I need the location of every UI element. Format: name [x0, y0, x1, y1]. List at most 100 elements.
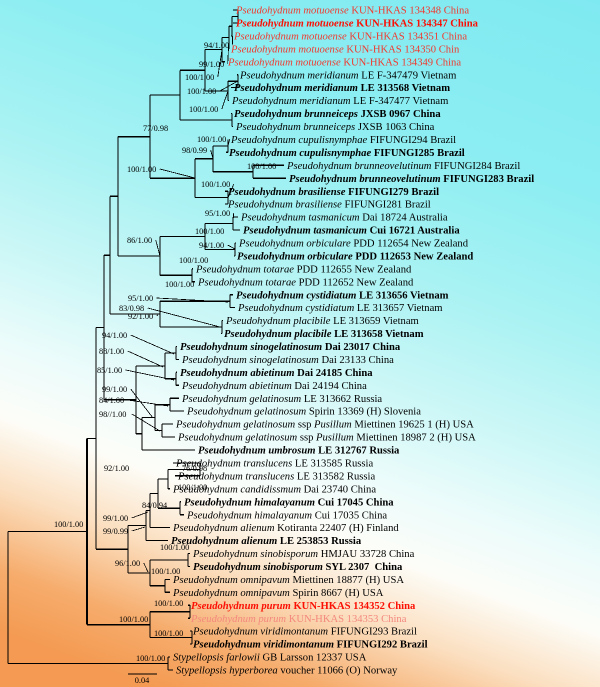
support-value: 86/1.00 [127, 236, 152, 245]
support-pointer-line [125, 369, 175, 381]
support-value: 100/1.00 [195, 227, 224, 236]
support-pointer-line [130, 334, 175, 355]
leaf-label: Pseudohydnum meridianum LE F-347477 Viet… [231, 96, 449, 107]
leaf-label: Pseudohydnum cystidiatum LE 313656 Vietn… [236, 290, 449, 301]
leaf-label: Pseudohydnum himalayanum Cui 17045 China [184, 497, 394, 508]
support-value: 100/1.00 [201, 180, 230, 189]
leaf-label: Pseudohydnum translucens LE 313585 Russi… [175, 459, 373, 470]
leaf-label: Pseudohydnum alienum LE 253853 Russia [171, 536, 362, 547]
support-value: 100/1.00 [179, 256, 208, 265]
leaf-label: Pseudohydnum brunneiceps JXSB 0967 China [234, 109, 441, 120]
support-value: 100/1.00 [185, 73, 214, 82]
support-value: 83/0.98 [119, 304, 144, 313]
leaf-label: Pseudohydnum placibile LE 313658 Vietnam [224, 329, 424, 340]
leaf-label: Pseudohydnum sinobisporum HMJAU 33728 Ch… [192, 549, 415, 560]
support-value: 100/1.00 [178, 483, 207, 492]
support-pointer-line [155, 239, 161, 257]
leaf-label: Pseudohydnum viridimontanum FIFUNGI293 B… [192, 627, 417, 638]
support-pointer-line [221, 90, 229, 110]
support-value: 100/1.00 [154, 629, 183, 638]
support-value: 84/1.00 [99, 396, 124, 405]
leaf-label: Pseudohydnum tasmanicum Dai 18724 Austra… [240, 213, 448, 224]
leaf-label: Pseudohydnum umbrosum LE 312767 Russia [198, 446, 400, 457]
support-value: 98//1.00 [99, 410, 126, 419]
support-pointer-line [232, 212, 235, 224]
leaf-label: Pseudohydnum motuoense KUN-HKAS 134349 C… [227, 57, 461, 68]
support-pointer-line [227, 37, 230, 65]
support-value: 100/1.00 [154, 599, 183, 608]
support-value: 85/1.00 [97, 366, 122, 375]
leaf-label: Pseudohydnum brasiliense FIFUNGI281 Braz… [227, 200, 431, 211]
leaf-label: Pseudohydnum gelatinosum ssp Pusillum Mi… [177, 433, 476, 444]
support-value: 100/1.00 [187, 87, 216, 96]
support-pointer-line [219, 80, 239, 92]
support-value: 92/1.00 [104, 464, 129, 473]
support-value: 94/1.00 [204, 41, 229, 50]
leaf-label: Pseudohydnum cupulisnymphae FIFUNGI294 B… [230, 135, 456, 146]
leaf-label: Pseudohydnum meridianum LE 313568 Vietna… [234, 83, 450, 94]
support-pointer-line [217, 49, 223, 78]
support-value: 76/0.98 [182, 464, 207, 473]
support-value: 100/1.00 [165, 280, 194, 289]
support-value: 95/1.00 [205, 209, 230, 218]
support-value: 100/1.00 [151, 567, 180, 576]
support-pointer-line [156, 314, 159, 317]
support-value: 99/0.99 [103, 527, 128, 536]
support-value: 100/1.00 [247, 162, 276, 171]
leaf-label: Pseudohydnum abietinum Dai 24194 China [181, 381, 367, 392]
leaf-label: Pseudohydnum orbiculare PDD 112653 New Z… [237, 251, 473, 262]
support-value: 100/1.00 [54, 520, 83, 529]
support-pointer-line [227, 244, 236, 250]
leaf-label: Pseudohydnum meridianum LE F-347479 Viet… [239, 70, 457, 81]
leaf-label: Pseudohydnum motuoense KUN-HKAS 134351 C… [233, 31, 467, 42]
leaf-label: Pseudohydnum cystidiatum LE 313657 Vietn… [237, 303, 443, 314]
support-value: 94/1.00 [199, 241, 224, 250]
leaf-label: Pseudohydnum omnipavum Spirin 8667 (H) U… [172, 588, 384, 599]
leaf-label: Pseudohydnum gelatinosum ssp Pusillum Mi… [175, 420, 474, 431]
support-value: 100/1.00 [127, 165, 156, 174]
leaf-label: Stypellopsis hyperborea voucher 11066 (O… [176, 666, 398, 677]
leaf-label: Pseudohydnum sinogelatinosum Dai 23017 C… [180, 342, 401, 353]
leaf-label: Pseudohydnum omnipavum Miettinen 18877 (… [172, 575, 404, 586]
support-value: 100/1.00 [119, 615, 148, 624]
leaf-label: Pseudohydnum brunneovelutinum FIFUNGI284… [286, 161, 520, 172]
support-pointer-line [131, 511, 149, 519]
support-value: 100/1.00 [136, 654, 165, 663]
scale-bar-label: 0.04 [135, 676, 150, 685]
leaf-label: Pseudohydnum totarae PDD 112655 New Zeal… [195, 264, 412, 275]
support-value: 100/1.00 [189, 105, 218, 114]
support-pointer-line [227, 138, 231, 147]
leaf-label: Pseudohydnum motuoense KUN-HKAS 134347 C… [236, 19, 479, 30]
support-value: 99/1.00 [102, 385, 127, 394]
support-value: 98/0.99 [182, 146, 207, 155]
support-value: 94/1.00 [102, 331, 127, 340]
support-value: 92/1.00 [128, 312, 153, 321]
leaf-label: Pseudohydnum purum KUN-HKAS 134352 China [191, 601, 416, 612]
leaf-label: Pseudohydnum abietinum Dai 24185 China [180, 368, 373, 379]
leaf-label: Pseudohydnum placibile LE 313659 Vietnam [225, 316, 420, 327]
support-pointer-line [127, 399, 169, 407]
leaf-label: Pseudohydnum cupulisnymphae FIFUNGI285 B… [229, 148, 465, 159]
support-value: 99/1.00 [199, 60, 224, 69]
leaf-label: Pseudohydnum tasmanicum Cui 16721 Austra… [243, 226, 460, 237]
leaf-label: Pseudohydnum gelatinosum LE 313662 Russi… [181, 394, 382, 405]
support-value: 99/1.00 [103, 514, 128, 523]
support-pointer-line [227, 183, 235, 199]
support-pointer-line [210, 149, 214, 160]
leaf-label: Pseudohydnum viridimontanum FIFUNGI292 B… [193, 640, 428, 651]
support-pointer-line [131, 413, 161, 432]
leaf-label: Pseudohydnum sinogelatinosum Dai 23133 C… [181, 355, 394, 366]
support-value: 100/1.00 [160, 543, 189, 552]
support-pointer-line [143, 562, 149, 573]
support-pointer-line [231, 26, 234, 46]
support-value: 84/0.94 [142, 501, 168, 510]
leaf-label: Pseudohydnum himalayanum Cui 17035 China [186, 510, 387, 521]
support-value: 95/1.00 [128, 294, 153, 303]
leaf-label: Pseudohydnum brunneiceps JXSB 1063 China [235, 122, 435, 133]
support-pointer-line [159, 168, 196, 179]
support-value: 88/1.00 [99, 347, 124, 356]
leaf-label: Pseudohydnum candidissmum Dai 23740 Chin… [172, 484, 376, 495]
support-value: 96/1.00 [115, 559, 140, 568]
